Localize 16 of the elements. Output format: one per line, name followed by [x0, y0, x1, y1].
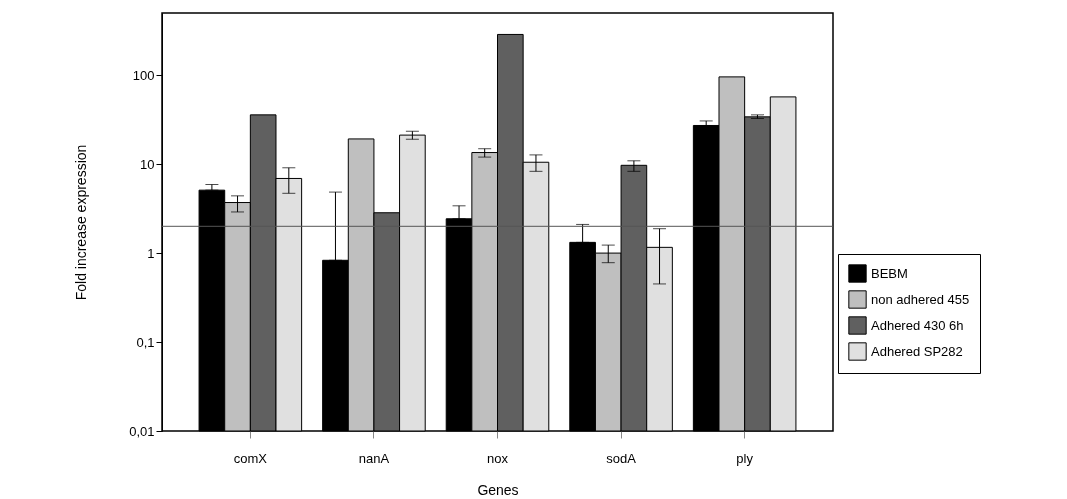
y-tick-label: 0,01: [129, 423, 155, 439]
x-tick-label: sodA: [606, 450, 637, 466]
y-axis-title: Fold increase expression: [73, 144, 90, 301]
x-tick-label: nox: [487, 450, 509, 466]
x-tick-label: ply: [736, 450, 754, 466]
x-tick-label: nanA: [358, 450, 390, 466]
x-axis-title: Genes: [477, 481, 519, 498]
y-tick-label: 1: [147, 245, 155, 261]
y-tick-label: 10: [140, 156, 155, 172]
legend-label: non adhered 455: [871, 291, 970, 307]
legend-label: Adhered 430 6h: [871, 317, 964, 333]
y-tick-label: 0,1: [136, 334, 155, 350]
legend-label: Adhered SP282: [871, 343, 963, 359]
y-tick-label: 100: [132, 67, 155, 83]
x-tick-label: comX: [233, 450, 268, 466]
legend-label: BEBM: [871, 265, 908, 281]
